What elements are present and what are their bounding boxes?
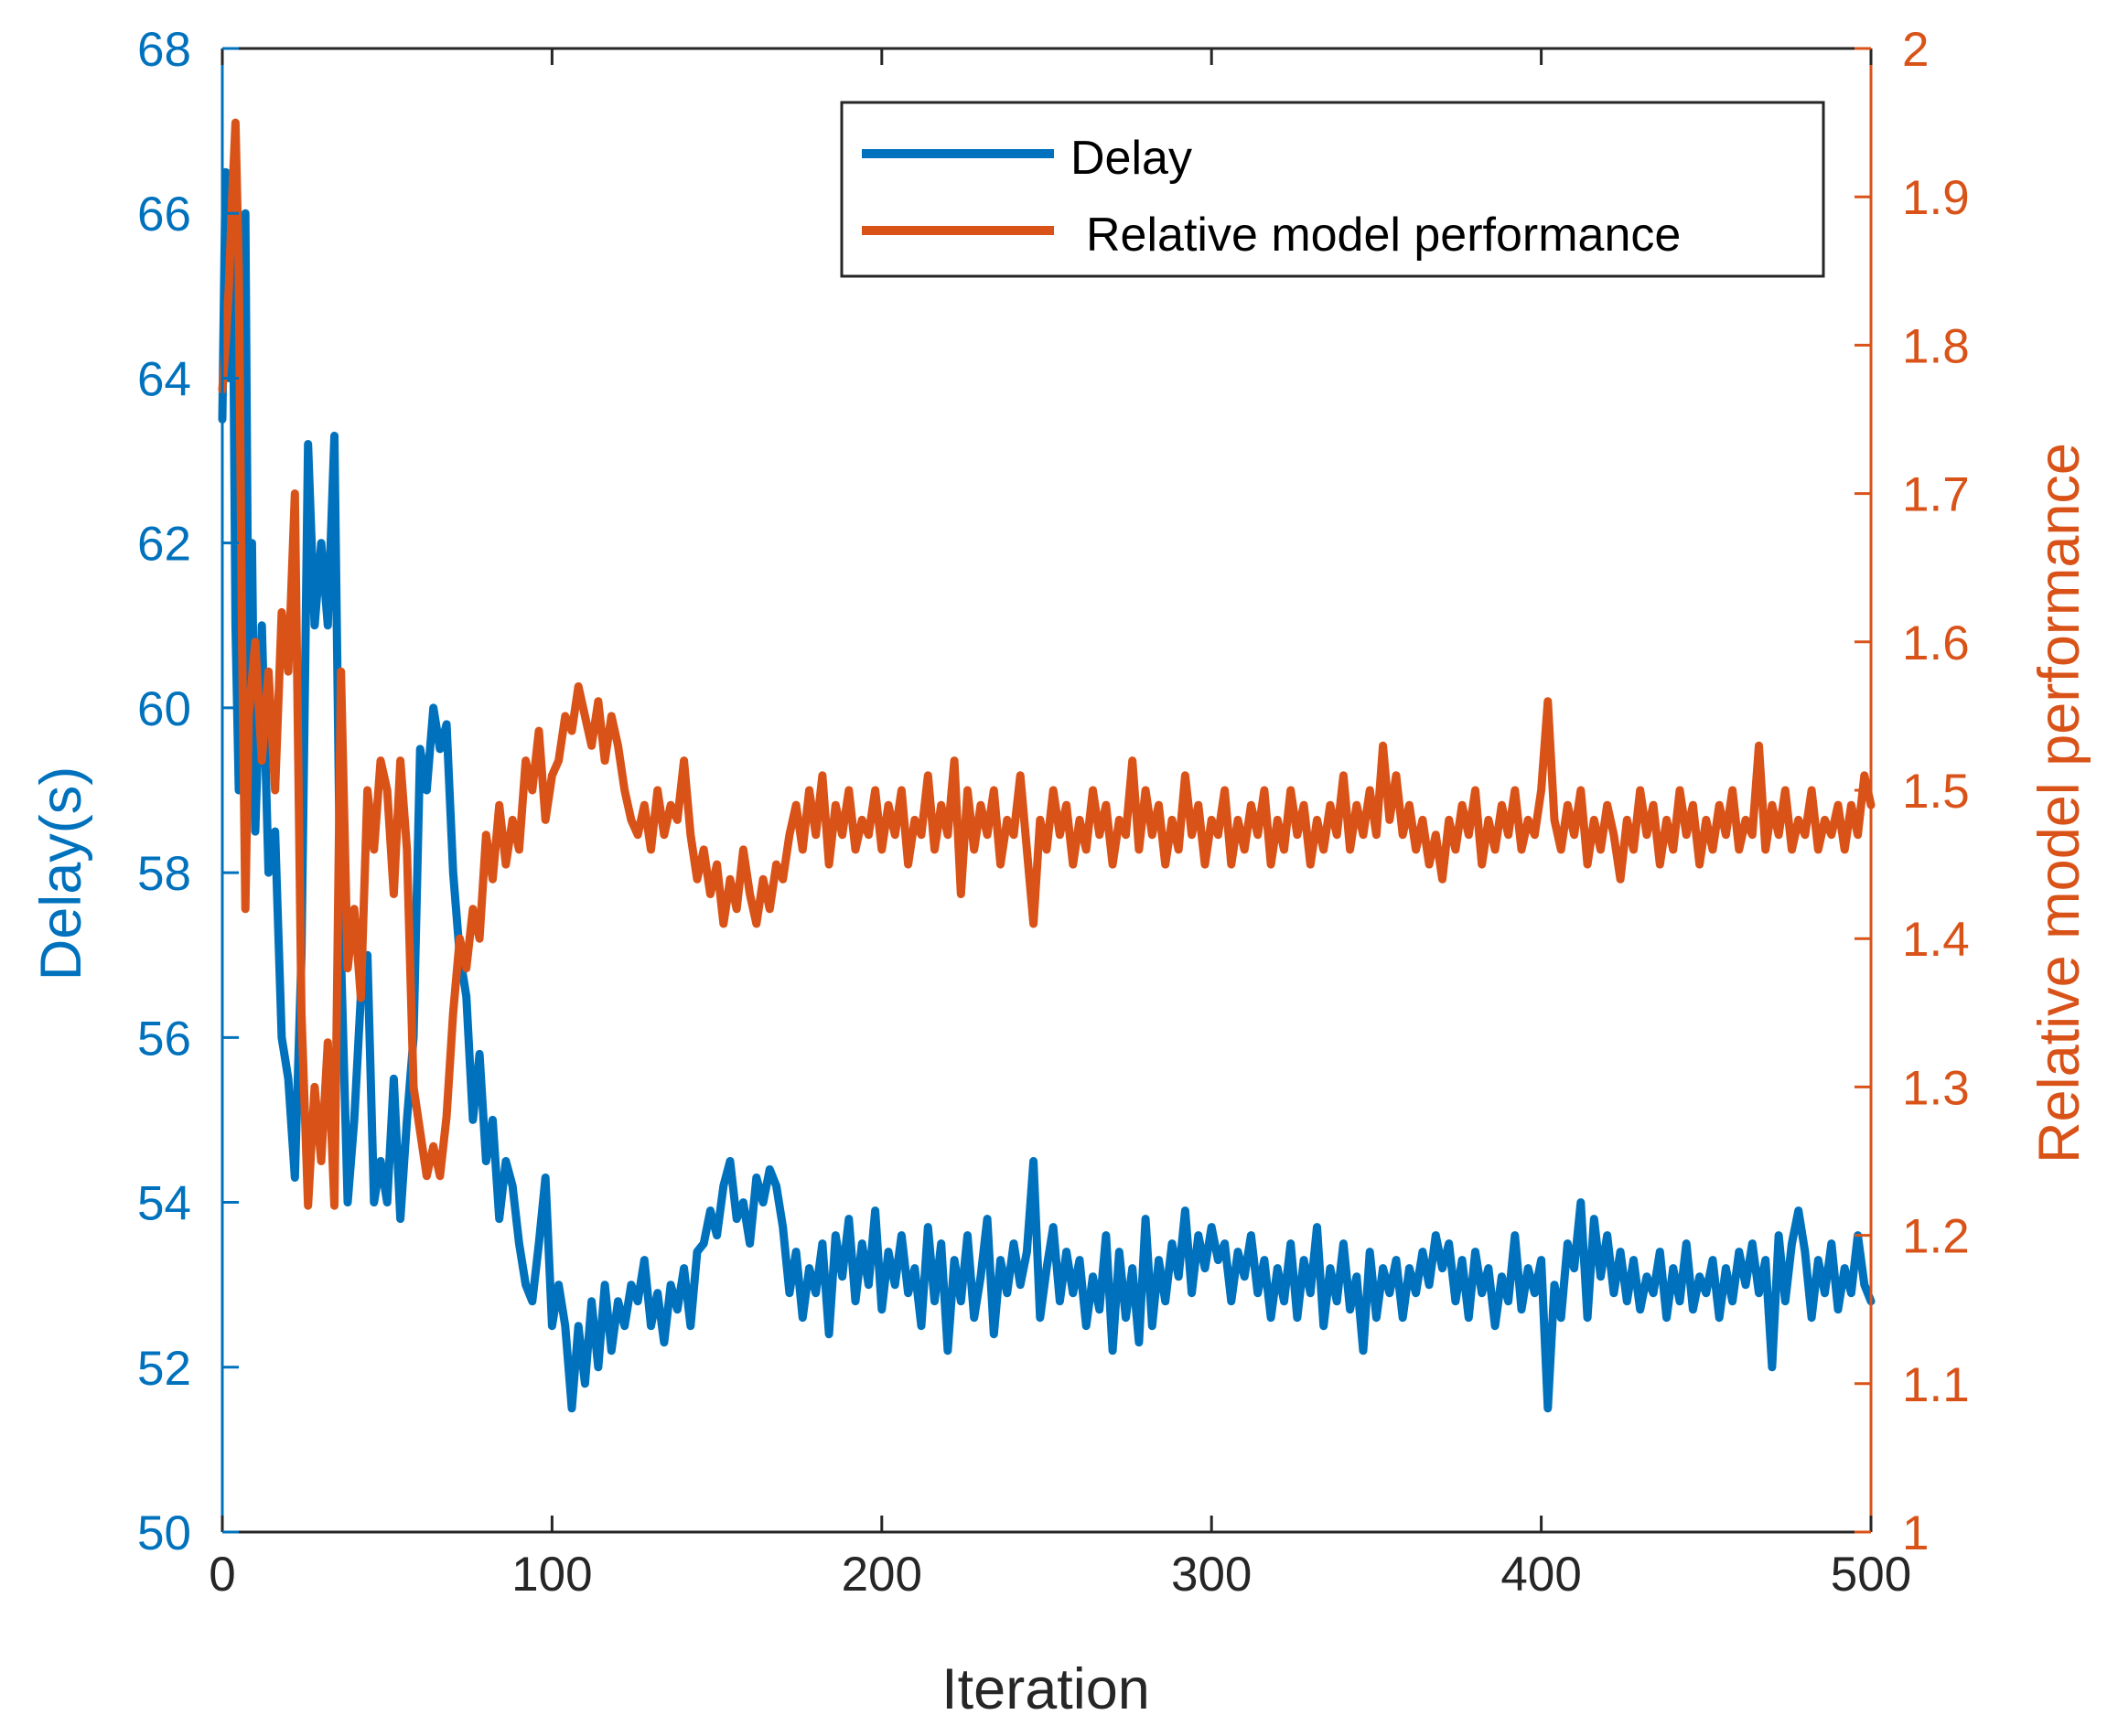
x-tick-label: 400 [1500,1548,1581,1602]
right-y-tick-label: 1.5 [1902,765,1970,819]
series-line-delay [218,167,1876,1413]
left-y-tick-label: 62 [137,518,191,572]
x-tick-label: 300 [1171,1548,1252,1602]
right-y-tick-label: 1.2 [1902,1210,1970,1264]
plot-series-layer [218,118,1876,1413]
x-tick-label: 100 [511,1548,592,1602]
left-y-tick-label: 54 [137,1177,191,1231]
x-axis-title: Iteration [941,1657,1150,1721]
left-y-tick-label: 52 [137,1342,191,1396]
right-y-tick-label: 2 [1902,23,1929,77]
x-tick-label: 0 [209,1548,235,1602]
right-y-tick-label: 1.8 [1902,319,1970,373]
left-y-tick-label: 68 [137,23,191,77]
left-y-tick-label: 58 [137,847,191,901]
left-y-axis-title: Delay(s) [29,766,93,981]
left-y-tick-label: 50 [137,1506,191,1560]
x-tick-label: 500 [1831,1548,1911,1602]
left-y-tick-label: 60 [137,682,191,736]
legend: Delay Relative model performance [840,101,1825,278]
right-y-tick-label: 1.7 [1902,468,1970,522]
ticks-layer: 0 100 200 300 400 500 50 52 54 56 58 60 62 64 66 68 1 1.1… [137,23,1970,1602]
legend-label-delay: Delay [1070,132,1192,185]
series-line-relative-model-performance [218,118,1876,1210]
right-y-tick-label: 1.6 [1902,616,1970,670]
right-y-tick-label: 1 [1902,1506,1929,1560]
right-y-tick-label: 1.9 [1902,171,1970,225]
right-y-tick-label: 1.4 [1902,913,1970,967]
left-y-tick-label: 66 [137,188,191,241]
right-y-axis-title: Relative model performance [2027,443,2091,1163]
legend-box [840,101,1825,278]
left-y-tick-label: 64 [137,352,191,406]
left-y-tick-label: 56 [137,1012,191,1066]
right-y-tick-label: 1.1 [1902,1358,1970,1412]
x-tick-label: 200 [842,1548,922,1602]
legend-label-relative-model-performance: Relative model performance [1086,209,1681,262]
right-y-tick-label: 1.3 [1902,1061,1970,1115]
